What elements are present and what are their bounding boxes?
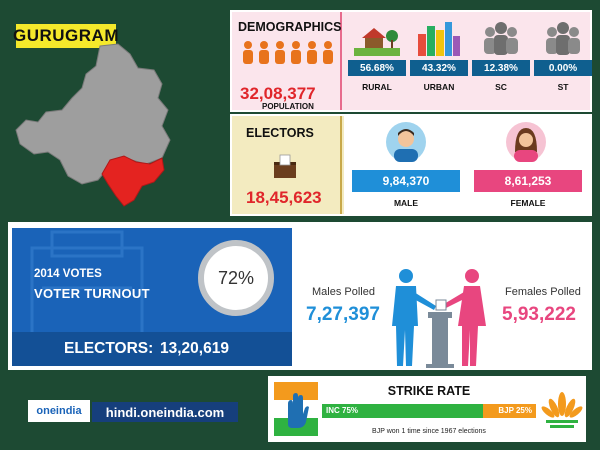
- votes-year-label: 2014 VOTES: [34, 268, 102, 280]
- male-electors-value: 9,84,370: [352, 170, 460, 192]
- bjp-lotus-icon: [540, 382, 584, 436]
- males-polled-label: Males Polled: [312, 286, 375, 298]
- males-polled-value: 7,27,397: [306, 304, 380, 325]
- turnout-percent-circle: 72%: [198, 240, 274, 316]
- haryana-map: [15, 43, 171, 207]
- people-group-icon: [484, 22, 518, 55]
- females-polled-value: 5,93,222: [502, 304, 576, 325]
- female-avatar-icon: [506, 122, 546, 162]
- electors-panel: ELECTORS 18,45,623 9,84,370 8,61,253 MAL…: [230, 114, 592, 216]
- rural-house-icon: [354, 28, 400, 56]
- electors-strip: [12, 332, 292, 366]
- rural-value: 56.68%: [348, 60, 406, 76]
- st-value: 0.00%: [534, 60, 592, 76]
- male-label: MALE: [393, 198, 419, 208]
- site-url-link[interactable]: hindi.oneindia.com: [92, 402, 238, 422]
- sc-stat: 12.38% SC: [472, 20, 530, 106]
- rural-label: RURAL: [362, 82, 392, 92]
- females-polled-label: Females Polled: [505, 286, 581, 298]
- city-buildings-icon: [418, 22, 460, 56]
- inc-strike-fill: [322, 404, 483, 418]
- sc-label: SC: [495, 82, 507, 92]
- population-people-icon: [243, 41, 333, 64]
- population-label: POPULATION: [262, 102, 314, 111]
- district-title: GURUGRAM: [13, 24, 119, 48]
- demographics-title: DEMOGRAPHICS: [238, 20, 342, 34]
- gurugram-region: [101, 155, 165, 207]
- congress-hand-icon: [274, 382, 318, 436]
- female-electors-value: 8,61,253: [474, 170, 582, 192]
- urban-stat: 43.32% URBAN: [410, 20, 468, 106]
- sc-value: 12.38%: [472, 60, 530, 76]
- inc-strike-rate: INC 75%: [326, 406, 359, 415]
- urban-label: URBAN: [423, 82, 455, 92]
- state-outline: [15, 43, 171, 185]
- electors-gender-section: 9,84,370 8,61,253 MALE FEMALE: [344, 116, 590, 214]
- population-section: DEMOGRAPHICS 32,08,377 POPULATION: [232, 12, 342, 111]
- strike-rate-bar: INC 75% BJP 25%: [322, 404, 536, 418]
- demographics-panel: DEMOGRAPHICS 32,08,377 POPULATION 56.68%…: [230, 10, 592, 112]
- electors-title: ELECTORS: [246, 126, 314, 140]
- voters-casting-ballot-icon: [392, 269, 486, 368]
- rural-stat: 56.68% RURAL: [348, 20, 406, 106]
- ballot-watermark-icon: [30, 230, 144, 332]
- ballot-box-icon: [274, 154, 296, 178]
- voter-turnout-label: VOTER TURNOUT: [34, 286, 150, 301]
- female-label: FEMALE: [510, 198, 546, 208]
- bjp-strike-rate: BJP 25%: [498, 406, 532, 415]
- st-stat: 0.00% ST: [534, 20, 592, 106]
- electors-2014-label: ELECTORS:: [64, 340, 154, 357]
- st-label: ST: [557, 82, 569, 92]
- people-group-icon: [546, 22, 580, 55]
- strike-rate-title: STRIKE RATE: [387, 384, 471, 398]
- electors-2014-value: 13,20,619: [160, 340, 229, 357]
- oneindia-logo[interactable]: oneindia: [28, 400, 90, 422]
- urban-value: 43.32%: [410, 60, 468, 76]
- electors-total-value: 18,45,623: [246, 188, 322, 207]
- voter-turnout-panel: 2014 VOTES VOTER TURNOUT 72% ELECTORS: 1…: [8, 222, 592, 370]
- male-avatar-icon: [386, 122, 426, 162]
- electors-total-section: ELECTORS 18,45,623: [232, 116, 342, 214]
- turnout-summary: 2014 VOTES VOTER TURNOUT 72% ELECTORS: 1…: [12, 228, 292, 366]
- strike-rate-panel: STRIKE RATE INC 75% BJP 25% BJP won 1 ti…: [268, 376, 586, 442]
- strike-rate-note: BJP won 1 time since 1967 elections: [372, 428, 486, 435]
- population-value: 32,08,377: [240, 84, 316, 103]
